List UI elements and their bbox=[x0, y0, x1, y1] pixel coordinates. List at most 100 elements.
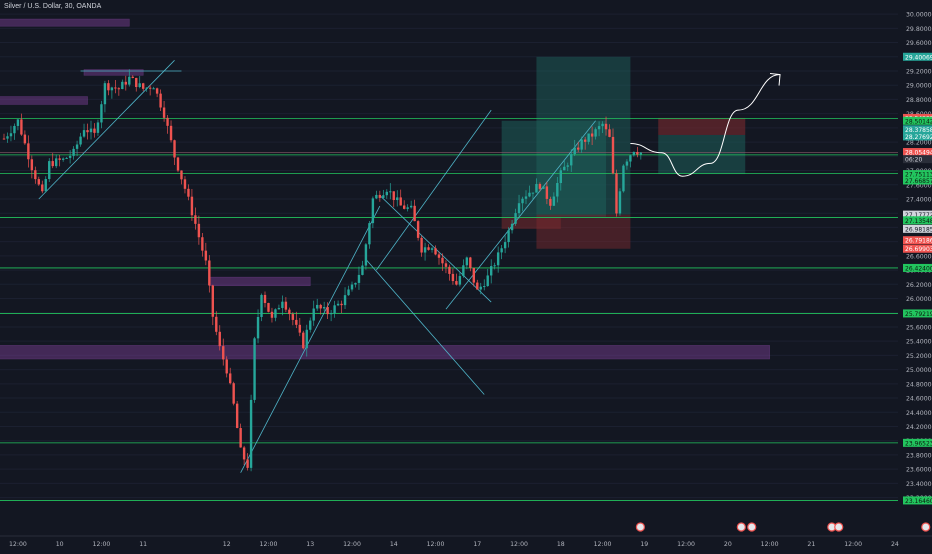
candle bbox=[448, 266, 451, 274]
price-label-text: 27.13548 bbox=[905, 218, 932, 225]
trendline bbox=[38, 60, 175, 200]
candle bbox=[361, 265, 364, 275]
price-label-red bbox=[903, 148, 932, 157]
y-tick-label: 24.60000 bbox=[906, 396, 932, 403]
candle bbox=[597, 126, 601, 130]
candle bbox=[406, 207, 409, 209]
y-tick-label: 23.80000 bbox=[906, 452, 932, 459]
candle bbox=[528, 192, 531, 197]
candle bbox=[413, 205, 416, 222]
projection-path bbox=[630, 74, 781, 177]
candle bbox=[298, 324, 301, 333]
candle bbox=[208, 260, 211, 286]
candle bbox=[590, 133, 594, 137]
price-label-text: 28.37858 bbox=[905, 127, 932, 134]
candle bbox=[535, 183, 538, 193]
price-label-green bbox=[903, 438, 932, 447]
candle bbox=[316, 304, 319, 309]
candle bbox=[162, 107, 166, 118]
candle bbox=[281, 301, 284, 308]
candle bbox=[615, 173, 618, 214]
candle bbox=[249, 399, 253, 468]
candle bbox=[636, 151, 639, 155]
x-tick-label: 20 bbox=[724, 541, 732, 548]
x-tick-label: 12:00 bbox=[844, 541, 862, 548]
candle bbox=[173, 140, 176, 158]
candle bbox=[399, 197, 402, 206]
candle bbox=[420, 237, 423, 253]
candle bbox=[166, 117, 169, 126]
candle bbox=[507, 230, 510, 243]
trendline bbox=[445, 120, 596, 310]
candle bbox=[128, 76, 131, 85]
candle bbox=[629, 155, 632, 162]
projection-arrowhead bbox=[769, 73, 781, 86]
candle bbox=[291, 314, 295, 320]
candle bbox=[75, 144, 79, 149]
y-tick-label: 26.20000 bbox=[906, 282, 932, 289]
price-label-white bbox=[903, 224, 932, 233]
candle bbox=[434, 248, 437, 255]
candle bbox=[483, 286, 486, 288]
candle bbox=[382, 195, 385, 198]
candle bbox=[187, 188, 190, 197]
candle bbox=[305, 329, 308, 349]
candle bbox=[364, 244, 368, 266]
candle bbox=[138, 83, 141, 88]
trendline bbox=[240, 205, 381, 473]
candle bbox=[451, 273, 455, 282]
candle bbox=[89, 128, 93, 133]
candle bbox=[211, 285, 214, 317]
candle bbox=[333, 305, 336, 314]
candle bbox=[295, 319, 298, 325]
candle bbox=[204, 250, 208, 261]
candle bbox=[583, 139, 587, 142]
candle bbox=[545, 186, 549, 199]
candle bbox=[79, 136, 82, 145]
candle bbox=[517, 203, 521, 214]
price-label-green bbox=[903, 263, 932, 272]
candle bbox=[441, 257, 444, 264]
candle bbox=[510, 223, 514, 231]
candle bbox=[472, 267, 475, 283]
candle bbox=[242, 447, 246, 460]
candle bbox=[409, 205, 413, 208]
candle bbox=[135, 77, 138, 88]
candle bbox=[13, 125, 16, 134]
candle bbox=[357, 274, 361, 283]
y-tick-label: 30.00000 bbox=[906, 12, 932, 19]
candle bbox=[531, 192, 535, 194]
price-label-text: 26.79186 bbox=[905, 238, 932, 245]
candle bbox=[215, 316, 218, 332]
candle bbox=[403, 205, 406, 209]
candle bbox=[263, 294, 267, 304]
price-label-text: 28.05494 bbox=[905, 150, 932, 157]
event-marker-icon bbox=[834, 522, 844, 532]
y-tick-label: 27.60000 bbox=[906, 182, 932, 189]
y-tick-label: 28.20000 bbox=[906, 140, 932, 147]
x-tick-label: 10 bbox=[56, 541, 64, 548]
price-label-text: 27.66857 bbox=[905, 178, 932, 185]
price-label-teal bbox=[903, 132, 932, 141]
candle bbox=[577, 147, 580, 150]
candle bbox=[155, 88, 159, 94]
candle bbox=[197, 223, 201, 238]
candle bbox=[354, 282, 357, 285]
price-label-green bbox=[903, 496, 932, 505]
projection-stop-box bbox=[658, 117, 746, 135]
candle bbox=[396, 197, 399, 201]
candle bbox=[96, 122, 100, 133]
candle bbox=[594, 129, 597, 137]
candle bbox=[68, 155, 72, 158]
candle bbox=[556, 183, 559, 197]
candle bbox=[639, 152, 643, 155]
candle bbox=[322, 307, 326, 309]
supply-demand-zone bbox=[83, 69, 144, 76]
price-label-text: 27.17772 bbox=[905, 212, 932, 219]
candle bbox=[65, 157, 68, 159]
candle bbox=[587, 133, 590, 142]
candle bbox=[632, 151, 636, 156]
candle bbox=[218, 331, 221, 347]
